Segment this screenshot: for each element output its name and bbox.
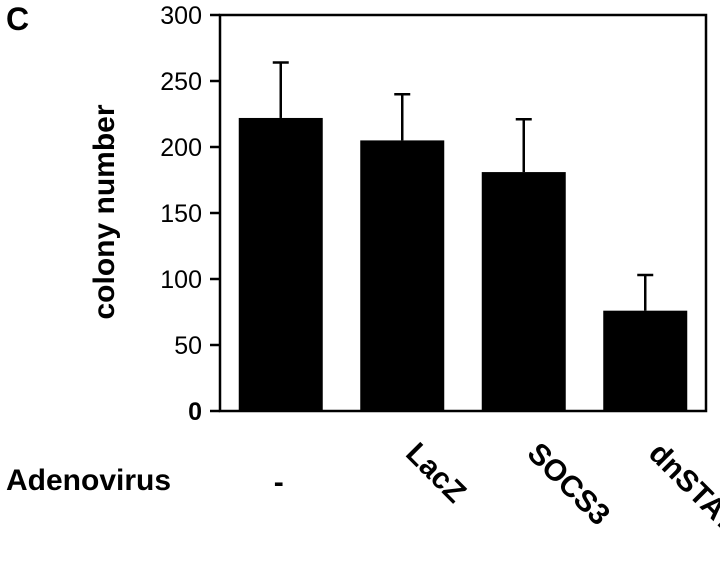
bar: [603, 310, 688, 411]
category-label: SOCS3: [521, 437, 616, 532]
category-label: LacZ: [399, 437, 472, 510]
y-tick-label: 250: [160, 68, 202, 96]
y-tick-label: 200: [160, 134, 202, 162]
y-axis: 0 50 100 150 200 250 300: [160, 2, 220, 426]
category-labels: - LacZ SOCS3 dnSTAT3: [274, 437, 720, 550]
bar: [481, 172, 566, 411]
plot-area-border: [218, 13, 708, 413]
bar: [238, 117, 323, 412]
y-tick-label: 50: [174, 332, 202, 360]
panel-label: C: [6, 1, 29, 37]
bar: [360, 140, 445, 411]
bars: [238, 61, 688, 412]
y-tick-label: 100: [160, 266, 202, 294]
y-tick-label: 150: [160, 200, 202, 228]
category-label: -: [274, 466, 284, 499]
plot-frame: [218, 13, 708, 413]
x-axis-label: Adenovirus: [6, 464, 171, 497]
y-axis-label: colony number: [88, 104, 121, 319]
y-tick-label: 300: [160, 2, 202, 30]
category-label: dnSTAT3: [642, 437, 720, 550]
y-tick-label: 0: [188, 398, 202, 426]
